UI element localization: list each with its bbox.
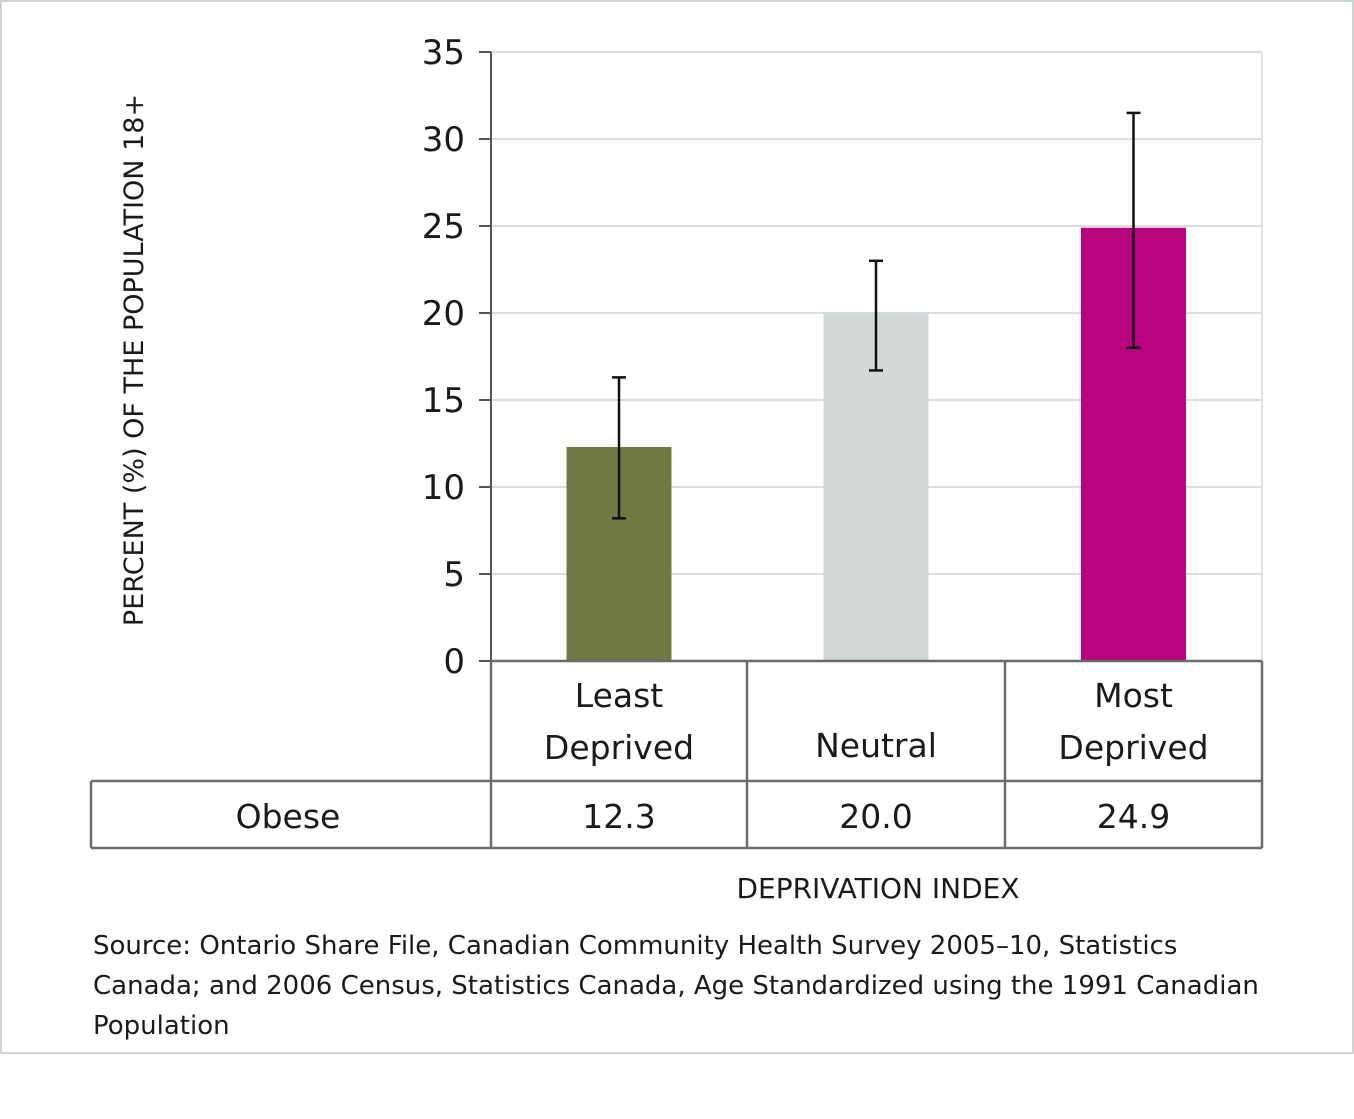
x-axis-label: DEPRIVATION INDEX — [736, 872, 1019, 905]
y-tick-label: 25 — [422, 207, 465, 247]
data-table-value: 24.9 — [1097, 797, 1170, 836]
error-bars — [612, 111, 1141, 520]
category-label-line: Least — [575, 676, 664, 715]
data-table-value: 20.0 — [839, 797, 912, 836]
y-tick-label: 0 — [443, 642, 465, 682]
data-table-value: 12.3 — [582, 797, 655, 836]
category-label: Most Deprived — [1058, 676, 1208, 767]
category-label: Neutral — [815, 726, 937, 765]
category-label-line: Most — [1094, 676, 1173, 715]
source-note: Source: Ontario Share File, Canadian Com… — [93, 931, 1259, 1041]
y-tick-label: 30 — [422, 120, 465, 160]
category-label-line: Neutral — [815, 726, 937, 765]
y-tick-labels: 0 5 10 15 20 25 30 35 — [422, 33, 465, 682]
category-label-line: Deprived — [544, 728, 694, 767]
y-axis-label: PERCENT (%) OF THE POPULATION 18+ — [119, 94, 150, 626]
y-tick-label: 5 — [443, 555, 465, 595]
data-table: Least Deprived 12.3 Neutral 20.0 Most Deprived… — [89, 659, 1264, 850]
y-tick-label: 15 — [422, 381, 465, 421]
y-tick-label: 20 — [422, 294, 465, 334]
category-label-line: Deprived — [1058, 728, 1208, 767]
chart-frame — [0, 0, 1354, 1054]
y-tick-label: 35 — [422, 33, 465, 73]
y-tick-label: 10 — [422, 468, 465, 508]
axes — [479, 51, 492, 662]
data-table-series-name: Obese — [236, 797, 341, 836]
category-label: Least Deprived — [544, 676, 694, 767]
